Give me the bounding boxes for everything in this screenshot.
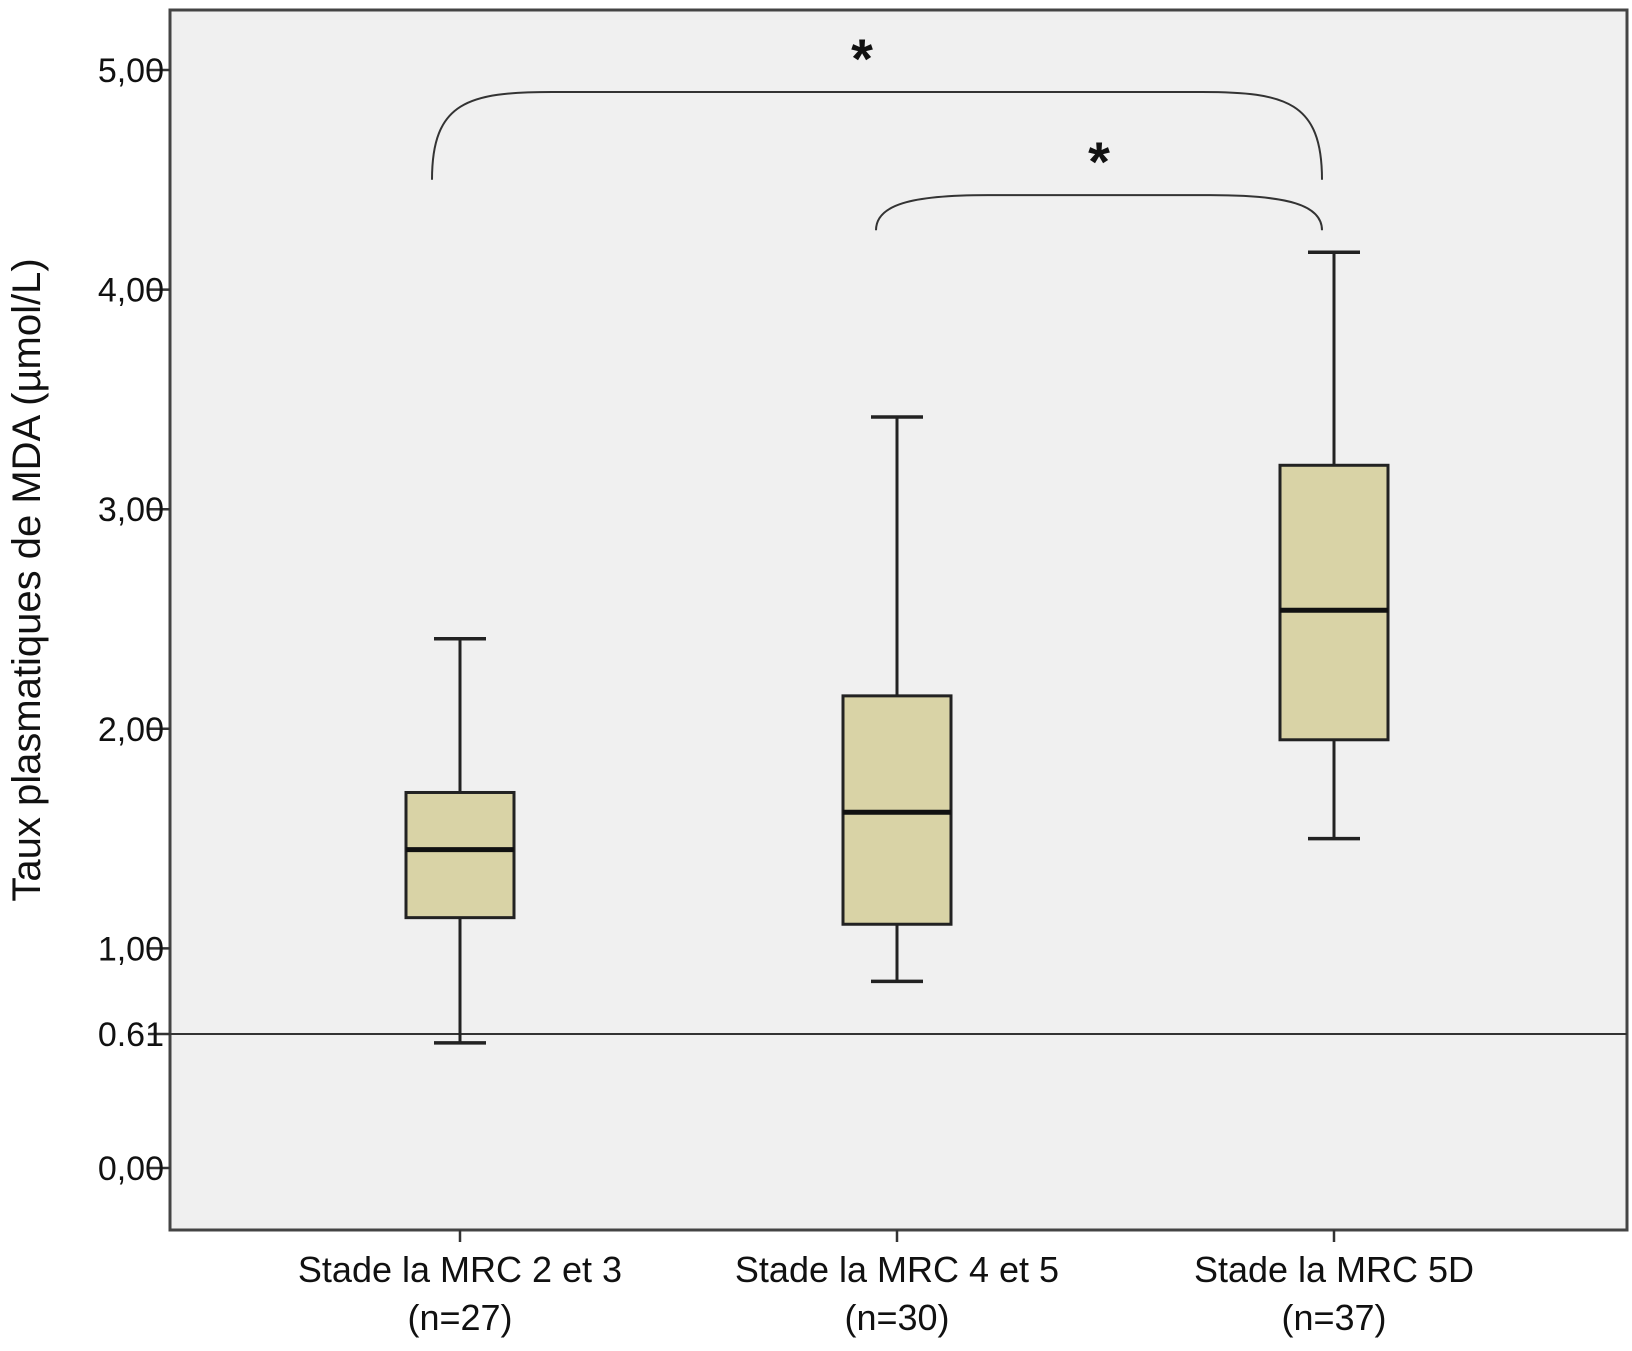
y-tick-label: 0,00 [98,1150,164,1188]
significance-marker: * [851,27,873,90]
box-iqr [404,790,516,920]
y-tick-label: 3,00 [98,491,164,529]
significance-marker: * [1088,130,1110,193]
x-tick-sample-size: (n=30) [844,1297,949,1338]
x-tick-sample-size: (n=27) [407,1297,512,1338]
x-tick-label: Stade la MRC 2 et 3 [298,1249,622,1290]
x-tick-label: Stade la MRC 4 et 5 [735,1249,1059,1290]
y-tick-label: 2,00 [98,711,164,749]
significance-bracket [431,90,1323,180]
y-tick-label: 0.61 [98,1016,164,1054]
significance-bracket [875,194,1323,231]
x-tick-label: Stade la MRC 5D [1194,1249,1474,1290]
y-tick-label: 4,00 [98,272,164,310]
y-tick-label: 1,00 [98,930,164,968]
x-tick-sample-size: (n=37) [1281,1297,1386,1338]
y-tick-label: 5,00 [98,52,164,90]
box-iqr [1278,463,1390,742]
y-axis-label: Taux plasmatiques de MDA (µmol/L) [5,258,49,901]
